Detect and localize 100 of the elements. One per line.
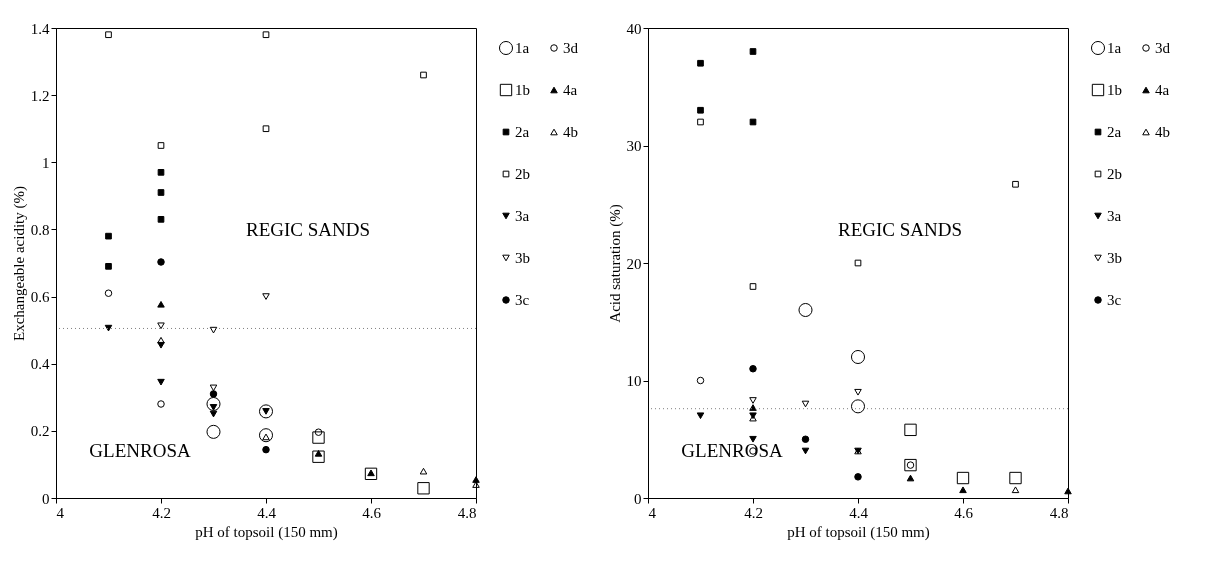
y-tick-label: 1: [42, 154, 50, 171]
point: [258, 404, 274, 419]
x-tick-label: 4.4: [849, 504, 869, 521]
x-tick-label: 4: [56, 504, 65, 521]
point: [105, 263, 112, 270]
legend-label: 4b: [1155, 124, 1170, 140]
legend-label: 2a: [515, 124, 530, 140]
point: [262, 31, 270, 39]
point: [419, 467, 428, 475]
point: [312, 450, 325, 463]
annotation: REGIC SANDS: [245, 219, 371, 241]
point: [696, 376, 705, 385]
point: [697, 118, 704, 126]
point: [420, 71, 427, 79]
annotation: GLENROSA: [89, 440, 191, 461]
legend-label: 3a: [515, 208, 530, 224]
y-tick-label: 1.4: [30, 20, 50, 37]
point: [104, 324, 113, 332]
legend-label: 3b: [1107, 250, 1122, 266]
point: [157, 341, 165, 349]
y-tick-label: 0.4: [30, 356, 50, 373]
point: [1064, 487, 1072, 495]
legend-label: 3b: [515, 250, 530, 266]
point: [157, 378, 165, 386]
point: [854, 259, 862, 267]
legend-label: 3a: [1107, 208, 1122, 224]
x-axis-title: pH of topsoil (150 mm): [787, 523, 930, 541]
point: [749, 365, 757, 373]
x-axis-title: pH of topsoil (150 mm): [195, 523, 338, 541]
point: [157, 322, 165, 330]
legend-label: 2b: [515, 166, 530, 182]
y-axis-title: Acid saturation (%): [606, 204, 624, 323]
point: [749, 397, 757, 404]
point: [312, 431, 325, 444]
y-tick-label: 0.2: [30, 423, 50, 440]
point: [801, 400, 810, 408]
point: [472, 481, 480, 488]
point: [798, 302, 813, 318]
y-axis-title: Exchangeable acidity (%): [10, 186, 28, 341]
legend-label: 4b: [563, 124, 578, 140]
point: [157, 216, 165, 223]
legend-label: 3d: [563, 40, 579, 56]
point: [105, 232, 112, 240]
point: [749, 283, 757, 290]
point: [262, 293, 270, 300]
legend-label: 1b: [1107, 82, 1122, 98]
legend-label: 2a: [1107, 124, 1122, 140]
point: [157, 336, 165, 344]
point: [157, 300, 165, 308]
legend-label: 3d: [1155, 40, 1171, 56]
legend-label: 3c: [1107, 292, 1122, 308]
legend-label: 4a: [563, 82, 578, 98]
point: [801, 435, 810, 443]
x-tick-label: 4.2: [152, 504, 171, 521]
point: [697, 59, 704, 67]
legend-label: 1a: [1107, 40, 1122, 56]
y-tick-label: 40: [626, 20, 642, 37]
point: [104, 289, 113, 297]
point: [749, 48, 757, 55]
point: [209, 410, 218, 418]
x-tick-label: 4: [648, 504, 657, 521]
point: [206, 396, 221, 412]
point: [696, 412, 705, 420]
point: [1012, 180, 1019, 188]
point: [209, 326, 218, 334]
point: [956, 471, 970, 485]
point: [1011, 486, 1020, 494]
legend-label: 2b: [1107, 166, 1122, 182]
y-tick-label: 20: [626, 255, 642, 272]
point: [157, 169, 165, 176]
point: [258, 428, 274, 443]
point: [364, 467, 378, 481]
point: [850, 399, 866, 414]
legend-label: 1b: [515, 82, 530, 98]
point: [209, 390, 218, 398]
point: [157, 258, 165, 266]
point: [314, 450, 323, 457]
point: [697, 106, 704, 114]
point: [314, 428, 323, 436]
point: [206, 424, 221, 439]
x-tick-label: 4.8: [1049, 504, 1069, 521]
x-tick-label: 4.6: [954, 504, 974, 521]
legend-label: 3c: [515, 292, 530, 308]
point: [904, 423, 917, 437]
x-tick-label: 4.8: [457, 504, 477, 521]
annotation: GLENROSA: [681, 440, 783, 461]
point: [157, 142, 165, 149]
point: [749, 435, 757, 443]
point: [959, 486, 967, 494]
legend-label: 1a: [515, 40, 530, 56]
point: [854, 473, 862, 481]
annotation: REGIC SANDS: [837, 219, 963, 241]
point: [906, 474, 915, 482]
x-tick-label: 4.6: [362, 504, 382, 521]
point: [157, 400, 165, 408]
point: [262, 445, 270, 454]
point: [854, 388, 862, 396]
point: [105, 31, 112, 39]
x-tick-label: 4.4: [257, 504, 277, 521]
y-tick-label: 10: [626, 373, 642, 389]
